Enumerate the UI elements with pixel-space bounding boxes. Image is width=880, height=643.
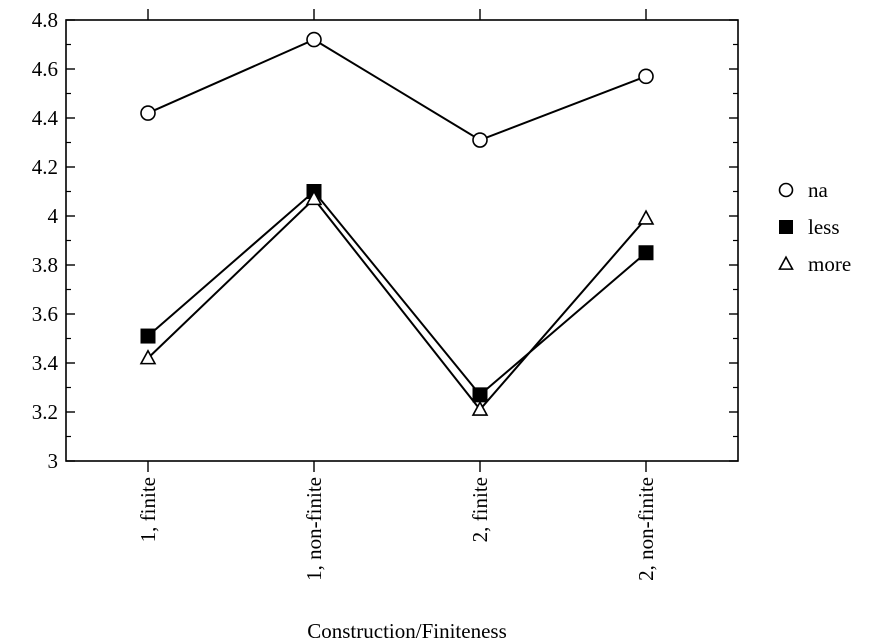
data-point-na	[140, 105, 156, 121]
data-point-na	[306, 31, 322, 48]
data-point-more	[139, 349, 157, 365]
series-line-na	[147, 38, 647, 142]
legend-label-na: na	[808, 178, 829, 202]
y-tick-label: 3.2	[32, 400, 58, 424]
legend-marker-more	[778, 255, 794, 270]
legend-label-more: more	[808, 252, 851, 276]
data-point-less	[638, 245, 654, 261]
legend: na less more	[778, 178, 851, 276]
plot-frame	[65, 19, 739, 462]
x-category-label: 2, finite	[468, 477, 492, 542]
series-layer	[139, 31, 655, 416]
data-point-na	[472, 132, 488, 148]
y-tick-label: 4.4	[32, 106, 59, 130]
x-category-label: 1, non-finite	[302, 477, 326, 581]
labels-layer: 3 3.2 3.4 3.6 3.8 4 4.2 4.4 4.6 4.8 1, finite 1, no…	[32, 8, 658, 581]
y-tick-label: 4.8	[32, 8, 58, 32]
y-tick-label: 3.4	[32, 351, 59, 375]
data-point-less	[140, 328, 156, 344]
y-tick-label: 4.6	[32, 57, 58, 81]
data-point-more	[471, 400, 489, 416]
legend-marker-less	[779, 220, 793, 234]
x-category-label: 1, finite	[136, 477, 160, 542]
series-line-more	[147, 197, 647, 412]
series-line-less	[147, 190, 647, 397]
data-point-na	[638, 68, 654, 85]
data-point-more	[637, 209, 655, 225]
data-point-less	[472, 387, 488, 403]
x-axis-title: Construction/Finiteness	[307, 619, 507, 643]
x-category-label: 2, non-finite	[634, 477, 658, 581]
legend-label-less: less	[808, 215, 840, 239]
legend-marker-na	[778, 182, 794, 198]
y-tick-label: 4	[48, 204, 59, 228]
y-tick-label: 3.8	[32, 253, 58, 277]
axes	[65, 9, 739, 472]
data-point-more	[305, 189, 323, 206]
y-tick-label: 3	[48, 449, 59, 473]
y-tick-label: 3.6	[32, 302, 58, 326]
y-tick-label: 4.2	[32, 155, 58, 179]
